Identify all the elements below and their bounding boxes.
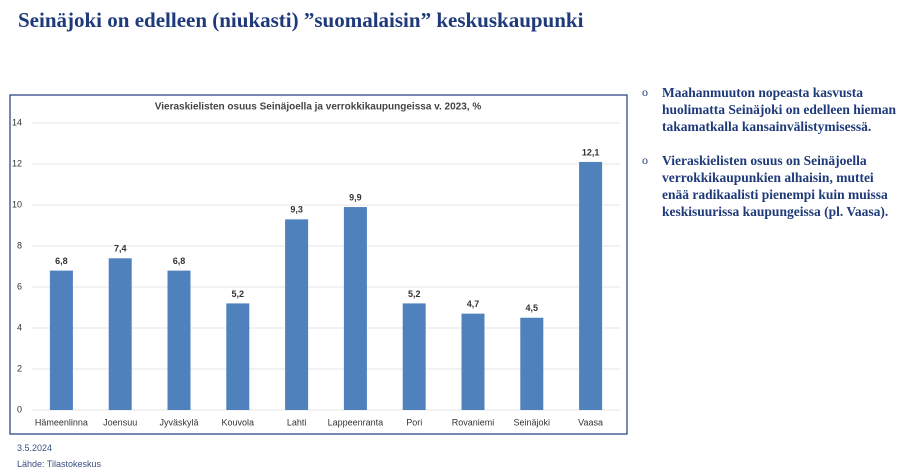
x-tick-label: Rovaniemi [452,417,495,427]
y-tick-label: 0 [17,404,22,414]
y-tick-label: 6 [17,281,22,291]
x-tick-label: Lahti [287,417,307,427]
value-label: 6,8 [55,256,68,266]
date: 3.5.2024 [17,443,53,453]
x-tick-label: Hämeenlinna [35,417,88,427]
x-tick-label: Vaasa [578,417,603,427]
bar [520,317,544,410]
value-label: 5,2 [232,289,245,299]
y-tick-label: 10 [12,199,22,209]
bullet: Vieraskielisten osuus on Seinäjoella ver… [642,152,897,220]
value-label: 4,7 [467,299,480,309]
x-tick-label: Pori [406,417,422,427]
bar [49,270,73,410]
slide-title: Seinäjoki on edelleen (niukasti) ”suomal… [18,8,584,32]
source: Lähde: Tilastokeskus [17,459,102,469]
chart-title: Vieraskielisten osuus Seinäjoella ja ver… [155,102,482,113]
value-label: 12,1 [582,147,600,157]
x-tick-label: Kouvola [222,417,255,427]
bar [461,313,485,410]
value-label: 4,5 [526,303,539,313]
bar [167,270,191,410]
bar [285,219,309,410]
x-tick-label: Lappeenranta [328,417,384,427]
bar [343,207,367,410]
bullet-list: Maahanmuuton nopeasta kasvusta huolimatt… [642,84,897,237]
x-tick-label: Joensuu [103,417,137,427]
x-tick-label: Jyväskylä [159,417,198,427]
value-label: 9,3 [290,205,303,215]
value-label: 5,2 [408,289,421,299]
value-label: 7,4 [114,244,127,254]
bar [579,161,603,410]
y-tick-label: 4 [17,322,22,332]
y-tick-label: 12 [12,158,22,168]
bullet: Maahanmuuton nopeasta kasvusta huolimatt… [642,84,897,135]
chart: Vieraskielisten osuus Seinäjoella ja ver… [9,94,628,435]
value-label: 6,8 [173,256,186,266]
y-tick-label: 14 [12,117,22,127]
bar [226,303,250,410]
bar [402,303,426,410]
y-tick-label: 8 [17,240,22,250]
x-tick-label: Seinäjoki [514,417,551,427]
value-label: 9,9 [349,192,362,202]
bar [108,258,132,410]
y-tick-label: 2 [17,363,22,373]
